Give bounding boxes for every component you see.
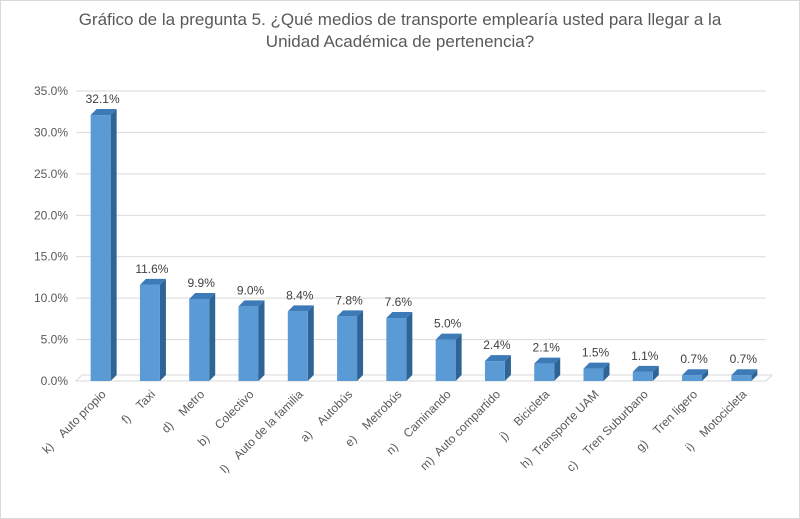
gridlines xyxy=(74,90,774,382)
bar-side xyxy=(652,365,659,381)
bar-side xyxy=(258,300,265,381)
data-label: 5.0% xyxy=(434,317,462,331)
bar-front xyxy=(139,284,160,381)
bar-top xyxy=(238,300,265,307)
bar xyxy=(189,292,216,381)
y-axis-ticks: 0.0% 5.0% 10.0% 15.0% 20.0% 25.0% 30.0% 35.0% xyxy=(34,84,68,388)
bar-side xyxy=(702,369,709,381)
category-label: d) Metro xyxy=(159,387,208,436)
bar-front xyxy=(534,363,555,381)
y-tick-label: 20.0% xyxy=(34,208,68,222)
y-tick-label: 35.0% xyxy=(34,84,68,98)
bar-side xyxy=(307,305,314,381)
bar-front xyxy=(386,318,407,381)
bar xyxy=(238,300,265,381)
chart-title: Gráfico de la pregunta 5. ¿Qué medios de… xyxy=(0,9,800,53)
bar-front xyxy=(682,375,703,381)
bar xyxy=(435,333,462,381)
data-label: 9.9% xyxy=(188,276,216,290)
bar-front xyxy=(238,306,259,381)
category-labels: k) Auto propio f) Taxi d) Metrob) Colectiv… xyxy=(39,387,749,476)
bar-front xyxy=(484,361,505,381)
y-tick-label: 0.0% xyxy=(41,374,69,388)
data-label: 0.7% xyxy=(680,352,708,366)
bar-top xyxy=(731,369,758,376)
bar xyxy=(287,305,314,381)
bar xyxy=(90,109,117,382)
bar-side xyxy=(504,355,511,381)
bar-top xyxy=(189,292,216,299)
bar-side xyxy=(110,109,117,382)
bar xyxy=(386,312,413,381)
data-label: 8.4% xyxy=(286,288,314,302)
y-tick-label: 15.0% xyxy=(34,250,68,264)
bar-side xyxy=(357,310,364,381)
bar-side xyxy=(455,333,462,381)
bars xyxy=(90,109,758,382)
bar-side xyxy=(603,362,610,381)
category-label: k) Auto propio xyxy=(39,387,109,457)
chart-title-line-1: Gráfico de la pregunta 5. ¿Qué medios de… xyxy=(78,10,722,29)
bar xyxy=(139,278,166,381)
y-tick-label: 10.0% xyxy=(34,291,68,305)
bar-front xyxy=(287,311,308,381)
bar-side xyxy=(406,312,413,381)
data-label: 11.6% xyxy=(135,262,168,276)
bar-top xyxy=(534,357,561,364)
bar-front xyxy=(731,375,752,381)
category-label: f) Taxi xyxy=(119,387,158,426)
bar-side xyxy=(209,292,216,381)
data-label: 2.4% xyxy=(483,338,511,352)
data-label: 0.7% xyxy=(730,352,758,366)
bar-front xyxy=(435,339,456,381)
y-tick-label: 30.0% xyxy=(34,125,68,139)
bar-side xyxy=(159,278,166,381)
category-label: l) Auto de la familia xyxy=(217,387,306,476)
bar-top xyxy=(337,310,364,317)
bar-top xyxy=(682,369,709,376)
bar-top xyxy=(90,109,117,116)
bar xyxy=(583,362,610,381)
bar-front xyxy=(189,298,210,381)
bar-front xyxy=(632,371,653,381)
bar-top xyxy=(583,362,610,369)
bar xyxy=(731,369,758,381)
bar xyxy=(682,369,709,381)
data-label: 2.1% xyxy=(533,341,561,355)
bar-top xyxy=(287,305,314,312)
y-tick-label: 25.0% xyxy=(34,167,68,181)
bar xyxy=(484,355,511,381)
bar-front xyxy=(90,115,111,382)
data-label: 1.5% xyxy=(582,346,610,360)
axis-floor xyxy=(74,374,774,382)
bar xyxy=(534,357,561,381)
chart-title-line-2: Unidad Académica de pertenencia? xyxy=(265,32,535,51)
bar-top xyxy=(484,355,511,362)
category-label: c) Tren Suburbano xyxy=(564,387,651,474)
bar-top xyxy=(435,333,462,340)
data-label: 7.8% xyxy=(335,293,363,307)
bar-side xyxy=(554,357,561,381)
bar-top xyxy=(139,278,166,285)
data-label: 32.1% xyxy=(86,92,120,106)
bar-front xyxy=(337,316,358,381)
data-labels: 32.1% 11.6% 9.9% 9.0% 8.4% 7.8% 7.6% 5.0% 2.4% 2.… xyxy=(86,92,758,366)
data-label: 9.0% xyxy=(237,283,265,297)
y-tick-label: 5.0% xyxy=(41,333,69,347)
bar-side xyxy=(751,369,758,381)
bar-front xyxy=(583,368,604,381)
bar-top xyxy=(632,365,659,372)
data-label: 1.1% xyxy=(631,349,659,363)
bar xyxy=(632,365,659,381)
bar xyxy=(337,310,364,381)
data-label: 7.6% xyxy=(385,295,413,309)
bar-top xyxy=(386,312,413,319)
